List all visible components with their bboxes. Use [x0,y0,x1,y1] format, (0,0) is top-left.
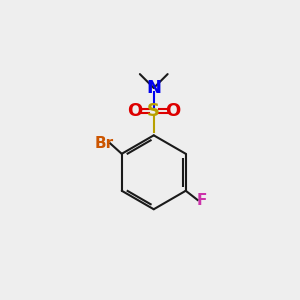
Text: S: S [147,102,160,120]
Text: O: O [127,102,142,120]
Text: O: O [165,102,180,120]
Text: Br: Br [94,136,113,151]
Text: F: F [196,193,207,208]
Text: N: N [146,79,161,97]
